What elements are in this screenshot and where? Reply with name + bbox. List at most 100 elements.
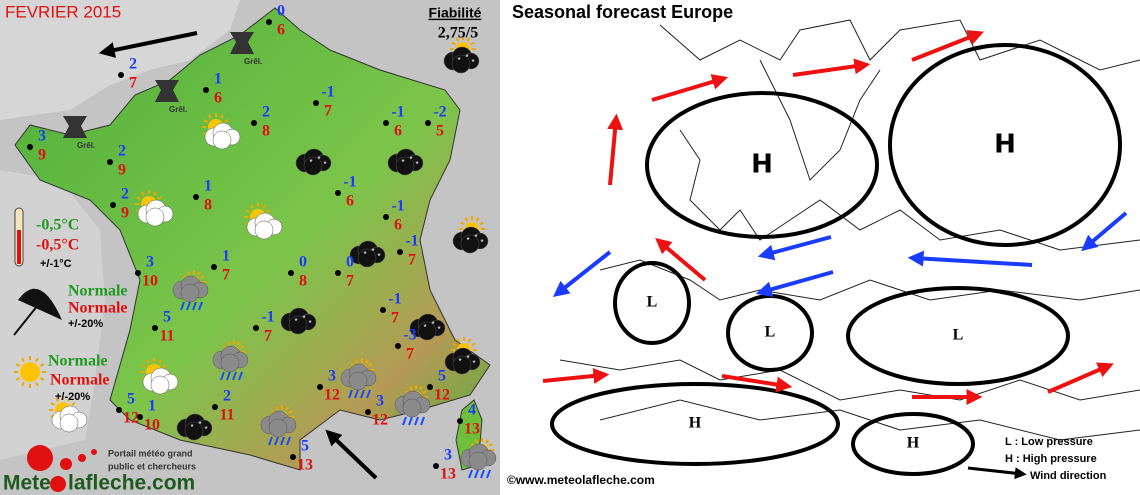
station-dot [135, 270, 141, 276]
rain-drop [474, 469, 479, 479]
station-dot [380, 307, 386, 313]
sun-ray [158, 359, 162, 364]
sun-ray [464, 217, 469, 222]
temp-max: 9 [38, 147, 46, 164]
temp-min: 0 [277, 3, 285, 20]
snow-cloud: * ** [443, 46, 480, 74]
snowflake: * [204, 425, 207, 434]
sun-ray [488, 443, 493, 447]
temp-min: -1 [388, 291, 401, 308]
temp-min: 2 [118, 143, 126, 160]
pressure-label: L [647, 294, 658, 311]
sun-ray [35, 357, 39, 363]
cloud-part [268, 418, 288, 438]
cloud-part [395, 156, 415, 176]
legend-sun-range: +/-20% [55, 391, 90, 403]
station-dot [193, 194, 199, 200]
temp-max: 12 [372, 412, 388, 429]
temp-min: -1 [391, 104, 404, 121]
temp-max: 12 [123, 410, 139, 427]
sun-ray [162, 364, 167, 368]
temp-max: 7 [408, 252, 416, 269]
sun-ray [479, 221, 484, 226]
wind-arrow [98, 31, 198, 58]
temp-min: 5 [127, 391, 135, 408]
station-dot [425, 120, 431, 126]
wind-arrow-warm [792, 58, 871, 77]
sun-ray [275, 406, 279, 411]
cloud-part [212, 130, 232, 150]
snowflake: * [458, 357, 461, 366]
rain-drop [186, 301, 191, 311]
station-dot [137, 414, 143, 420]
pressure-ellipse [645, 91, 879, 239]
snowflake: * [309, 158, 312, 167]
snowflake: * [190, 423, 193, 432]
rain-cloud [460, 443, 497, 471]
temp-min: -1 [405, 233, 418, 250]
rain-drop [420, 416, 425, 426]
station-dot [457, 418, 463, 424]
station-dot [110, 202, 116, 208]
station-dot [118, 72, 124, 78]
wind-arrow-warm [651, 74, 729, 102]
temp-max: 7 [264, 328, 272, 345]
sun-cloud [51, 405, 88, 433]
reliability-label: Fiabilité [429, 5, 482, 21]
temp-min: 2 [129, 56, 137, 73]
sun-ray [467, 338, 472, 343]
legend-high: H : High pressure [1005, 453, 1097, 465]
sun-ray [419, 386, 423, 391]
temp-max: 7 [391, 310, 399, 327]
temp-max: 7 [346, 273, 354, 290]
temp-min: 0 [299, 254, 307, 271]
legend-rain-range: +/-20% [68, 318, 103, 330]
station-dot [107, 159, 113, 165]
snowflake: * [308, 319, 311, 328]
legend-rain-1: Normale [68, 283, 128, 300]
temp-max: 6 [394, 123, 402, 140]
snowflake: * [471, 58, 474, 67]
rain-drop [268, 436, 273, 446]
rain-drop [286, 436, 291, 446]
snowflake: * [480, 238, 483, 247]
sun-ray [15, 363, 21, 367]
rain-drop [180, 301, 185, 311]
sun-ray [422, 390, 427, 394]
legend-sun-1: Normale [48, 353, 108, 370]
cloud-part [288, 315, 308, 335]
sun-ray [71, 402, 76, 406]
umbrella-handle [13, 304, 39, 336]
snow-cloud: * ** [349, 240, 386, 268]
temp-max: 13 [297, 457, 313, 474]
rain-cloud [394, 390, 431, 418]
snowflake: * [302, 314, 305, 323]
snowflake: * [423, 323, 426, 332]
station-dot [335, 190, 341, 196]
legend-arrow [967, 466, 1027, 480]
snowflake: * [401, 158, 404, 167]
snowflake: * [437, 325, 440, 334]
temp-max: 6 [214, 90, 222, 107]
cloud-part [452, 355, 472, 375]
cloud-part [180, 283, 200, 303]
temp-max: 8 [262, 123, 270, 140]
station-dot [27, 144, 33, 150]
temp-min: -1 [261, 309, 274, 326]
sun-ray [50, 402, 55, 406]
sun-ray [208, 114, 212, 119]
sun-ray [136, 196, 141, 200]
snowflake: * [377, 252, 380, 261]
sun-ray [21, 357, 25, 363]
rain-drop [402, 416, 407, 426]
rain-cloud [260, 410, 297, 438]
snowflake: * [317, 155, 320, 164]
snowflake: * [466, 354, 469, 363]
cloud-part [59, 413, 79, 433]
sea [0, 0, 240, 120]
station-dot [212, 404, 218, 410]
pressure-label: H [751, 150, 773, 180]
wind-arrow-warm [721, 374, 793, 393]
sun-ray [197, 271, 201, 276]
